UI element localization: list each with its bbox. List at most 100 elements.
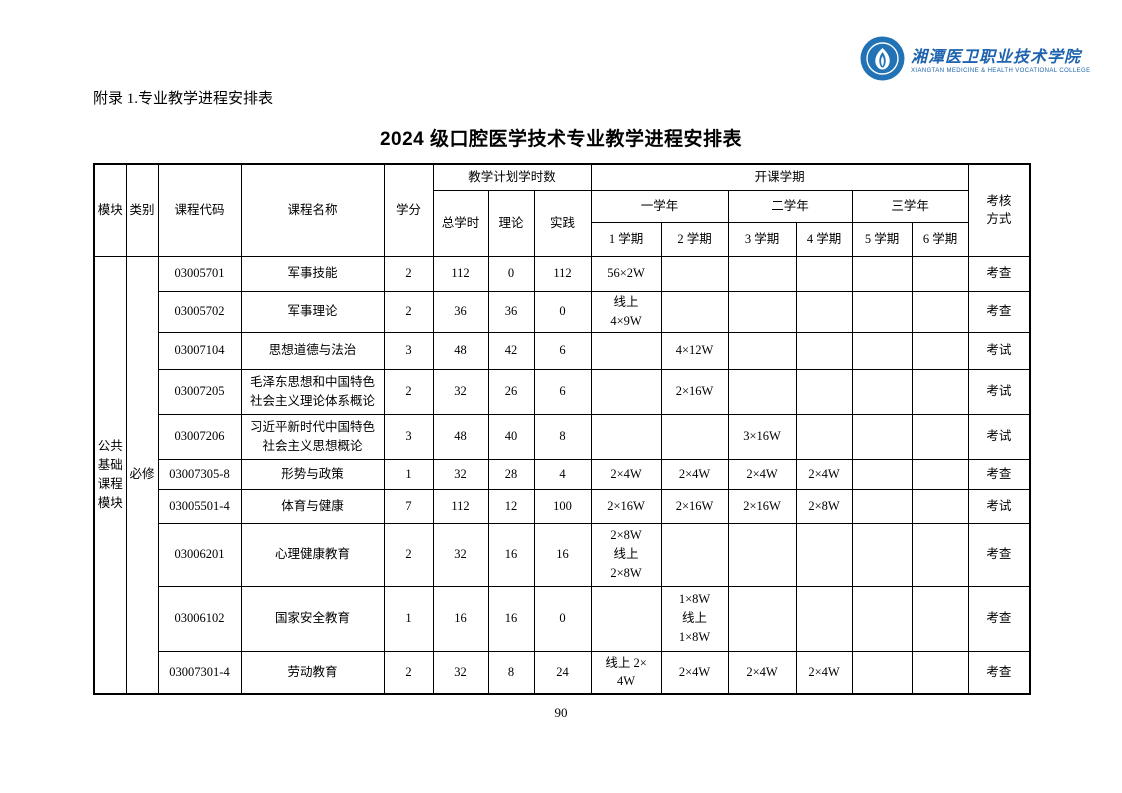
semester-cell <box>911 488 969 524</box>
course-code-cell: 03007206 <box>157 413 242 460</box>
semester-cell: 1×8W 线上 1×8W <box>660 585 729 652</box>
header-total-hours: 总学时 <box>432 189 489 257</box>
credits-cell: 2 <box>383 650 434 695</box>
table-row: 03007205 毛泽东思想和中国特色 社会主义理论体系概论 2 32 26 6… <box>94 368 1031 415</box>
theory-cell: 42 <box>487 331 535 370</box>
semester-cell <box>911 255 969 292</box>
header-semester-group: 开课学期 <box>590 163 969 191</box>
assessment-cell: 考查 <box>967 255 1031 292</box>
total-hours-cell: 112 <box>432 488 489 524</box>
semester-cell <box>795 585 853 652</box>
practice-cell: 4 <box>533 458 592 490</box>
semester-cell <box>660 255 729 292</box>
semester-cell <box>795 290 853 333</box>
table-row: 公共基础课程模块 必修 03005701 军事技能 2 112 0 112 56… <box>93 255 1031 695</box>
credits-cell: 1 <box>383 585 434 652</box>
total-hours-cell: 48 <box>432 331 489 370</box>
credits-cell: 3 <box>383 331 434 370</box>
semester-cell <box>727 522 797 587</box>
practice-cell: 24 <box>533 650 592 695</box>
college-name-en: XIANGTAN MEDICINE & HEALTH VOCATIONAL CO… <box>911 68 1091 74</box>
practice-cell: 6 <box>533 331 592 370</box>
semester-cell <box>911 458 969 490</box>
appendix-label: 附录 1.专业教学进程安排表 <box>93 91 274 107</box>
total-hours-cell: 112 <box>432 255 489 292</box>
assessment-cell: 考查 <box>967 585 1031 652</box>
semester-cell <box>851 331 913 370</box>
semester-cell <box>851 290 913 333</box>
semester-cell <box>911 650 969 695</box>
header-course-name: 课程名称 <box>240 163 385 257</box>
semester-cell: 线上 2× 4W <box>590 650 662 695</box>
semester-cell <box>911 368 969 415</box>
semester-cell <box>911 331 969 370</box>
table-row: 03007104 思想道德与法治 3 48 42 6 4×12W 考试 <box>94 331 1031 370</box>
header-sem1: 1 学期 <box>590 221 662 257</box>
page-title: 2024 级口腔医学技术专业教学进程安排表 <box>379 129 743 150</box>
semester-cell <box>660 413 729 460</box>
credits-cell: 3 <box>383 413 434 460</box>
assessment-cell: 考查 <box>967 650 1031 695</box>
theory-cell: 36 <box>487 290 535 333</box>
header-sem4: 4 学期 <box>795 221 853 257</box>
course-name-cell: 体育与健康 <box>240 488 385 524</box>
college-logo: 湘潭医卫职业技术学院 XIANGTAN MEDICINE & HEALTH VO… <box>860 36 1090 81</box>
semester-cell <box>590 368 662 415</box>
table-row: 03007301-4 劳动教育 2 32 8 24 线上 2× 4W 2×4W … <box>94 650 1031 695</box>
header-theory: 理论 <box>487 189 535 257</box>
table-row: 03005501-4 体育与健康 7 112 12 100 2×16W 2×16… <box>94 488 1031 524</box>
course-code-cell: 03005702 <box>157 290 242 333</box>
header-module: 模块 <box>93 163 127 257</box>
course-code-cell: 03007205 <box>157 368 242 415</box>
semester-cell: 2×4W <box>795 458 853 490</box>
semester-cell: 2×4W <box>660 650 729 695</box>
credits-cell: 2 <box>383 368 434 415</box>
header-assessment: 考核 方式 <box>967 163 1031 257</box>
theory-cell: 8 <box>487 650 535 695</box>
semester-cell: 2×16W <box>660 488 729 524</box>
semester-cell <box>795 413 853 460</box>
semester-cell: 4×12W <box>660 331 729 370</box>
table-row: 03005702 军事理论 2 36 36 0 线上 4×9W 考查 <box>94 290 1031 333</box>
course-name-cell: 国家安全教育 <box>240 585 385 652</box>
semester-cell <box>660 290 729 333</box>
course-code-cell: 03005501-4 <box>157 488 242 524</box>
header-sem6: 6 学期 <box>911 221 969 257</box>
semester-cell: 2×8W <box>795 488 853 524</box>
semester-cell <box>795 331 853 370</box>
practice-cell: 100 <box>533 488 592 524</box>
course-name-cell: 形势与政策 <box>240 458 385 490</box>
total-hours-cell: 32 <box>432 650 489 695</box>
practice-cell: 8 <box>533 413 592 460</box>
semester-cell: 56×2W <box>590 255 662 292</box>
semester-cell <box>795 255 853 292</box>
theory-cell: 0 <box>487 255 535 292</box>
semester-cell: 2×4W <box>795 650 853 695</box>
semester-cell <box>795 368 853 415</box>
semester-cell: 2×16W <box>727 488 797 524</box>
assessment-cell: 考试 <box>967 331 1031 370</box>
header-year1: 一学年 <box>590 189 729 223</box>
course-name-cell: 劳动教育 <box>240 650 385 695</box>
semester-cell: 2×4W <box>590 458 662 490</box>
semester-cell: 2×4W <box>660 458 729 490</box>
table-row: 03006201 心理健康教育 2 32 16 16 2×8W 线上 2×8W … <box>94 522 1031 587</box>
header-year3: 三学年 <box>851 189 969 223</box>
assessment-cell: 考试 <box>967 368 1031 415</box>
practice-cell: 6 <box>533 368 592 415</box>
semester-cell: 3×16W <box>727 413 797 460</box>
credits-cell: 2 <box>383 522 434 587</box>
header-credits: 学分 <box>383 163 434 257</box>
assessment-cell: 考查 <box>967 458 1031 490</box>
college-name-cn: 湘潭医卫职业技术学院 <box>911 49 1082 66</box>
total-hours-cell: 36 <box>432 290 489 333</box>
assessment-cell: 考试 <box>967 488 1031 524</box>
header-year2: 二学年 <box>727 189 853 223</box>
page-number: 90 <box>554 705 568 720</box>
credits-cell: 1 <box>383 458 434 490</box>
semester-cell: 2×8W 线上 2×8W <box>590 522 662 587</box>
course-code-cell: 03006201 <box>157 522 242 587</box>
total-hours-cell: 32 <box>432 368 489 415</box>
semester-cell <box>911 413 969 460</box>
semester-cell <box>590 331 662 370</box>
